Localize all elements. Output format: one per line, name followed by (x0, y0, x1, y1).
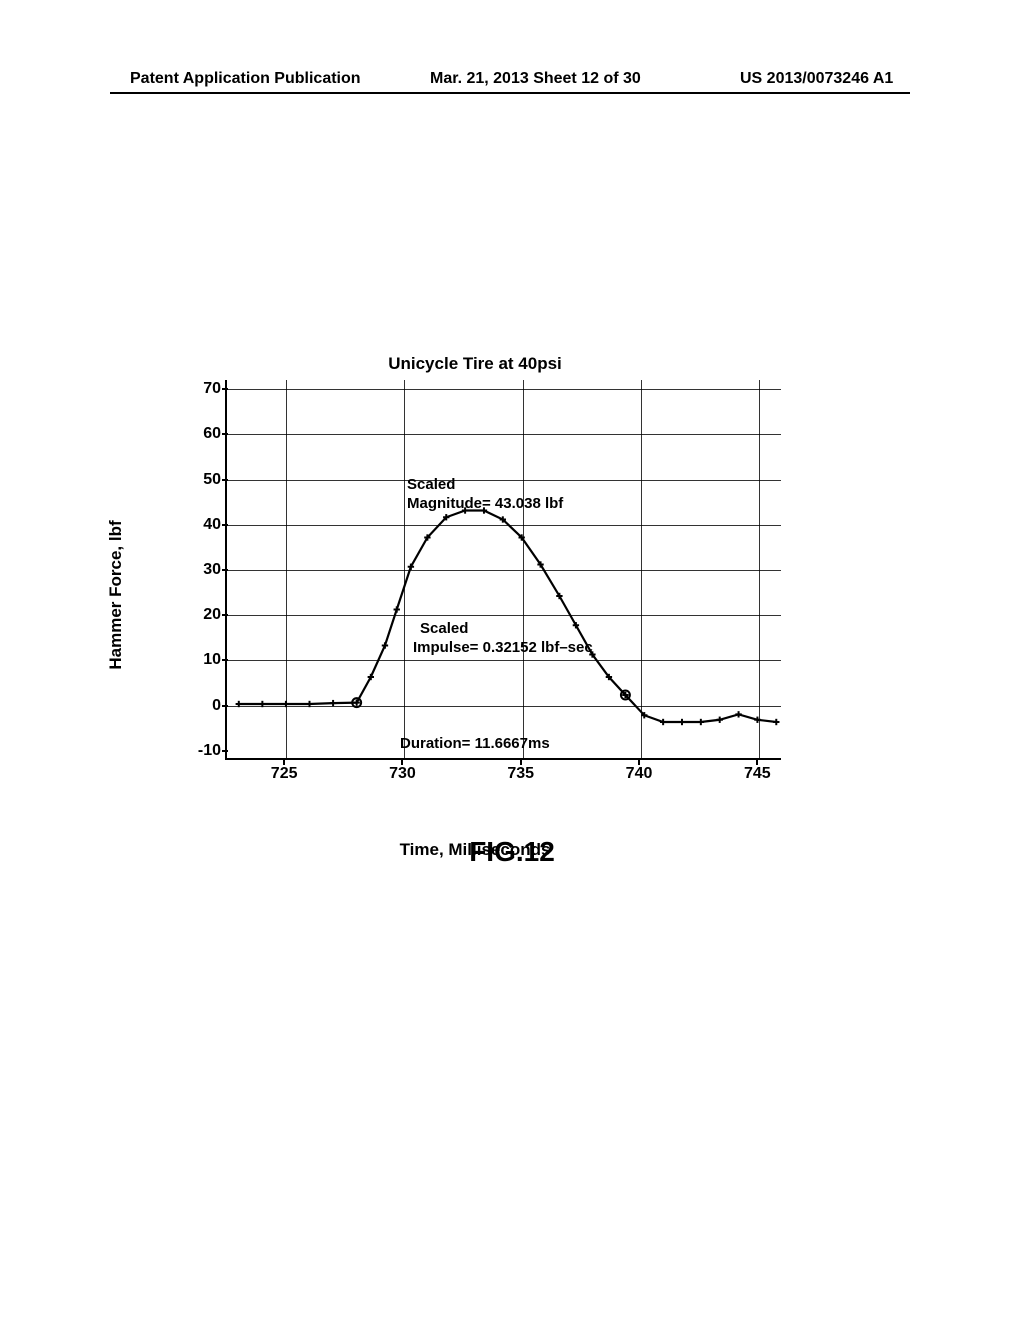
y-tick-mark (222, 659, 228, 661)
grid-line-h (227, 480, 781, 481)
data-marker (660, 719, 666, 725)
data-marker (394, 606, 400, 612)
x-tick-mark (401, 759, 403, 765)
y-tick-mark (222, 750, 228, 752)
y-tick-label: 40 (203, 516, 221, 534)
grid-line-v (759, 380, 760, 758)
y-tick-mark (222, 388, 228, 390)
x-tick-label: 725 (271, 765, 298, 783)
y-tick-label: 0 (212, 697, 221, 715)
data-marker (382, 642, 388, 648)
chart-title: Unicycle Tire at 40psi (150, 354, 800, 374)
data-marker (773, 719, 779, 725)
data-marker (679, 719, 685, 725)
header-date-sheet: Mar. 21, 2013 Sheet 12 of 30 (430, 70, 641, 88)
y-tick-mark (222, 705, 228, 707)
grid-line-v (523, 380, 524, 758)
y-tick-mark (222, 569, 228, 571)
x-tick-mark (283, 759, 285, 765)
grid-line-v (286, 380, 287, 758)
grid-line-h (227, 525, 781, 526)
y-tick-mark (222, 479, 228, 481)
chart-annotation: Scaled (420, 620, 468, 639)
chart-annotation: Impulse= 0.32152 lbf–sec (413, 639, 593, 658)
y-axis-label: Hammer Force, lbf (106, 520, 126, 669)
y-tick-mark (222, 524, 228, 526)
grid-line-h (227, 434, 781, 435)
grid-line-h (227, 706, 781, 707)
grid-line-h (227, 389, 781, 390)
chart-annotation: Magnitude= 43.038 lbf (407, 495, 563, 514)
x-tick-label: 735 (507, 765, 534, 783)
chart-annotation: Duration= 11.6667ms (400, 735, 550, 754)
y-tick-mark (222, 433, 228, 435)
data-marker (698, 719, 704, 725)
y-tick-label: -10 (198, 742, 221, 760)
force-time-chart: Unicycle Tire at 40psi Hammer Force, lbf… (150, 380, 800, 810)
x-tick-label: 730 (389, 765, 416, 783)
header-rule (110, 92, 910, 94)
page: Patent Application Publication Mar. 21, … (0, 0, 1024, 1320)
grid-line-h (227, 660, 781, 661)
header-publication: Patent Application Publication (130, 70, 361, 88)
y-tick-label: 50 (203, 471, 221, 489)
y-tick-label: 20 (203, 606, 221, 624)
header-patent-no: US 2013/0073246 A1 (740, 70, 893, 88)
x-tick-mark (638, 759, 640, 765)
series-line (239, 510, 776, 722)
grid-line-v (641, 380, 642, 758)
y-tick-label: 10 (203, 651, 221, 669)
data-marker (735, 711, 741, 717)
grid-line-h (227, 570, 781, 571)
figure-label: FIG.12 (0, 836, 1024, 868)
grid-line-v (404, 380, 405, 758)
chart-annotation: Scaled (407, 476, 455, 495)
y-tick-label: 60 (203, 425, 221, 443)
grid-line-h (227, 615, 781, 616)
plot-area (225, 380, 781, 760)
x-tick-label: 740 (626, 765, 653, 783)
x-tick-mark (520, 759, 522, 765)
y-tick-mark (222, 614, 228, 616)
y-tick-label: 70 (203, 380, 221, 398)
x-tick-label: 745 (744, 765, 771, 783)
chart-svg (227, 380, 781, 758)
y-tick-label: 30 (203, 561, 221, 579)
data-marker (717, 717, 723, 723)
x-tick-mark (756, 759, 758, 765)
